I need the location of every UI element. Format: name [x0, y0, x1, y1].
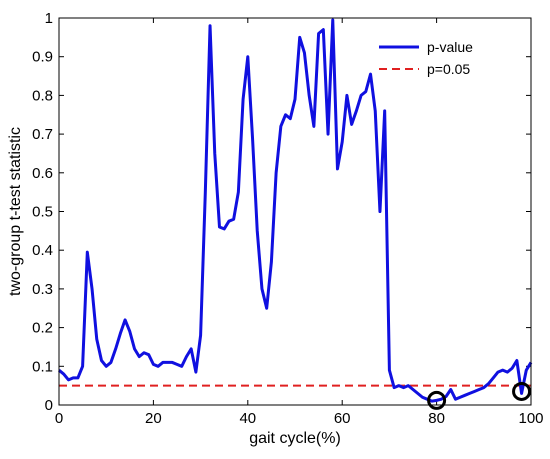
x-tick-label: 20	[145, 410, 162, 427]
y-axis-title: two-group t-test statistic	[7, 127, 24, 296]
plot-frame	[58, 17, 532, 406]
y-tick-label: 0.7	[32, 126, 53, 143]
y-tick-label: 0	[45, 397, 53, 414]
highlight-circle-marker	[512, 381, 532, 401]
legend: p-value p=0.05	[375, 35, 523, 81]
x-tick-label: 40	[239, 410, 256, 427]
legend-label-p-value: p-value	[427, 39, 473, 55]
highlight-circle-marker	[427, 390, 447, 410]
series-layer	[58, 18, 533, 403]
x-tick-label: 60	[334, 410, 351, 427]
y-tick-label: 0.3	[32, 281, 53, 298]
x-axis-title: gait cycle(%)	[249, 430, 341, 447]
y-tick-label: 0.6	[32, 165, 53, 182]
legend-box	[375, 35, 523, 81]
x-tick-label: 0	[55, 410, 63, 427]
tick-labels: 0 20 40 60 80 100 0 0.1 0.2 0.3 0.4 0.5 0.6 0.7 0.8 0.9…	[32, 10, 543, 427]
y-tick-label: 0.9	[32, 49, 53, 66]
y-tick-label: 0.4	[32, 242, 53, 259]
y-tick-label: 1	[45, 10, 53, 27]
series-line-p-value	[58, 18, 533, 403]
legend-label-threshold: p=0.05	[427, 61, 470, 77]
x-tick-label: 80	[428, 410, 445, 427]
y-tick-label: 0.5	[32, 204, 53, 221]
y-tick-label: 0.2	[32, 320, 53, 337]
y-tick-label: 0.8	[32, 87, 53, 104]
y-tick-label: 0.1	[32, 358, 53, 375]
x-tick-label: 100	[518, 410, 543, 427]
marker-layer	[427, 381, 532, 410]
